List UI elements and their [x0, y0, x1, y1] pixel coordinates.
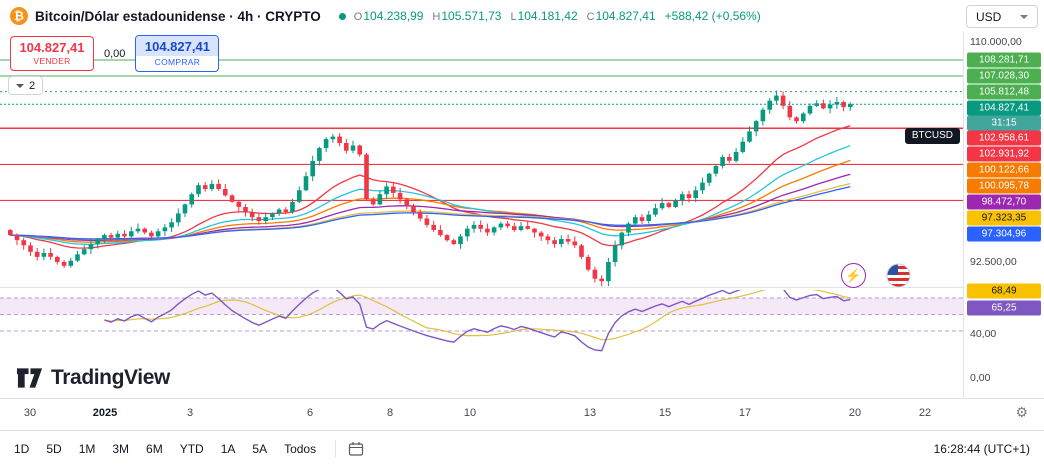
indicator-count: 2: [29, 79, 36, 92]
tradingview-logo-mark: [16, 368, 43, 388]
range-button-5d[interactable]: 5D: [46, 438, 61, 460]
chart-canvas[interactable]: [0, 32, 963, 398]
chevron-down-icon: [1020, 14, 1028, 19]
range-button-1d[interactable]: 1D: [14, 438, 29, 460]
price-axis[interactable]: 110.000,00 108.281,71 107.028,30 105.812,48…: [963, 32, 1044, 430]
symbol-price-tag: BTCUSD: [904, 128, 960, 144]
go-to-date-button[interactable]: [348, 441, 364, 457]
buy-label: COMPRAR: [154, 57, 201, 67]
sell-label: VENDER: [33, 56, 71, 66]
price-axis-label: 40,00: [970, 328, 997, 340]
sell-price: 104.827,41: [19, 40, 85, 55]
gear-icon[interactable]: ⚙: [1015, 404, 1028, 420]
price-change: +588,42 (+0,56%): [664, 9, 761, 23]
time-axis[interactable]: 30 2025 3 6 8 10 13 15 17 20 22: [0, 398, 1044, 430]
spread-value: 0,00: [104, 47, 126, 60]
price-axis-label: 100.095,78: [967, 178, 1041, 194]
price-axis-label: 65,25: [967, 300, 1041, 316]
range-button-todos[interactable]: Todos: [284, 438, 316, 460]
sell-button[interactable]: 104.827,41 VENDER: [10, 36, 94, 71]
buy-price: 104.827,41: [136, 36, 219, 56]
price-axis-label: 110.000,00: [970, 36, 1022, 48]
time-axis-label: 3: [186, 407, 194, 419]
time-axis-label: 6: [306, 407, 314, 419]
ohlc-item: O104.238,99: [353, 9, 424, 23]
price-axis-label: 68,49: [967, 283, 1041, 299]
price-axis-label: 105.812,48: [967, 84, 1041, 100]
range-button-6m[interactable]: 6M: [146, 438, 163, 460]
marker-dot-icon: [338, 12, 346, 20]
time-axis-label: 8: [386, 407, 394, 419]
trade-panel: 104.827,41 VENDER 0,00 104.827,41 COMPRA…: [10, 35, 220, 72]
time-axis-label: 2025: [92, 407, 118, 419]
price-axis-label: 31:15: [967, 115, 1041, 131]
price-axis-label: 107.028,30: [967, 68, 1041, 84]
price-axis-label: 97.323,35: [967, 210, 1041, 226]
range-buttons: 1D 5D 1M 3M 6M YTD 1A 5A Todos: [14, 438, 333, 460]
tradingview-logo[interactable]: TradingView: [16, 366, 170, 390]
ohlc-item: H105.571,73: [432, 9, 502, 23]
us-flag-icon[interactable]: [886, 263, 911, 288]
buy-button[interactable]: 104.827,41 COMPRAR: [135, 35, 220, 72]
chevron-down-icon: [16, 83, 24, 88]
price-axis-label: 108.281,71: [967, 52, 1041, 68]
ohlc-values: O104.238,99 H105.571,73 L104.181,42 C104.82…: [354, 9, 656, 23]
range-button-1a[interactable]: 1A: [221, 438, 236, 460]
time-axis-label: 30: [23, 407, 37, 419]
price-axis-label: 98.472,70: [967, 194, 1041, 210]
ohlc-item: C104.827,41: [586, 9, 656, 23]
time-axis-label: 20: [848, 407, 862, 419]
time-axis-label: 22: [918, 407, 932, 419]
range-button-3m[interactable]: 3M: [112, 438, 129, 460]
price-axis-label: 102.931,92: [967, 146, 1041, 162]
symbol-title[interactable]: Bitcoin/Dólar estadounidense · 4h · CRYP…: [35, 8, 321, 24]
price-axis-label: 92.500,00: [970, 256, 1017, 268]
lightning-icon[interactable]: ⚡: [841, 263, 866, 288]
price-axis-label: 0,00: [970, 372, 991, 384]
price-axis-label: 104.827,41: [967, 100, 1041, 116]
price-axis-label: 97.304,96: [967, 226, 1041, 242]
bottom-toolbar: 1D 5D 1M 3M 6M YTD 1A 5A Todos 16:28:44 (UTC+1): [0, 430, 1044, 466]
time-axis-label: 17: [738, 407, 752, 419]
currency-dropdown[interactable]: USD: [966, 5, 1038, 28]
bitcoin-icon: ₿: [10, 7, 28, 25]
time-axis-label: 13: [583, 407, 597, 419]
range-button-1m[interactable]: 1M: [79, 438, 96, 460]
time-axis-label: 15: [658, 407, 672, 419]
ohlc-item: L104.181,42: [510, 9, 578, 23]
indicators-collapsed-chip[interactable]: 2: [8, 76, 44, 95]
range-button-ytd[interactable]: YTD: [180, 438, 204, 460]
calendar-icon: [349, 441, 364, 456]
currency-label: USD: [976, 9, 1002, 24]
chart-header: ₿ Bitcoin/Dólar estadounidense · 4h · CR…: [0, 0, 1044, 32]
tradingview-logo-text: TradingView: [51, 366, 170, 389]
toolbar-divider: [335, 439, 337, 458]
time-axis-label: 10: [463, 407, 477, 419]
clock-label[interactable]: 16:28:44 (UTC+1): [933, 441, 1030, 456]
price-axis-label: 102.958,61: [967, 130, 1041, 146]
price-axis-label: 100.122,66: [967, 162, 1041, 178]
range-button-5a[interactable]: 5A: [252, 438, 267, 460]
